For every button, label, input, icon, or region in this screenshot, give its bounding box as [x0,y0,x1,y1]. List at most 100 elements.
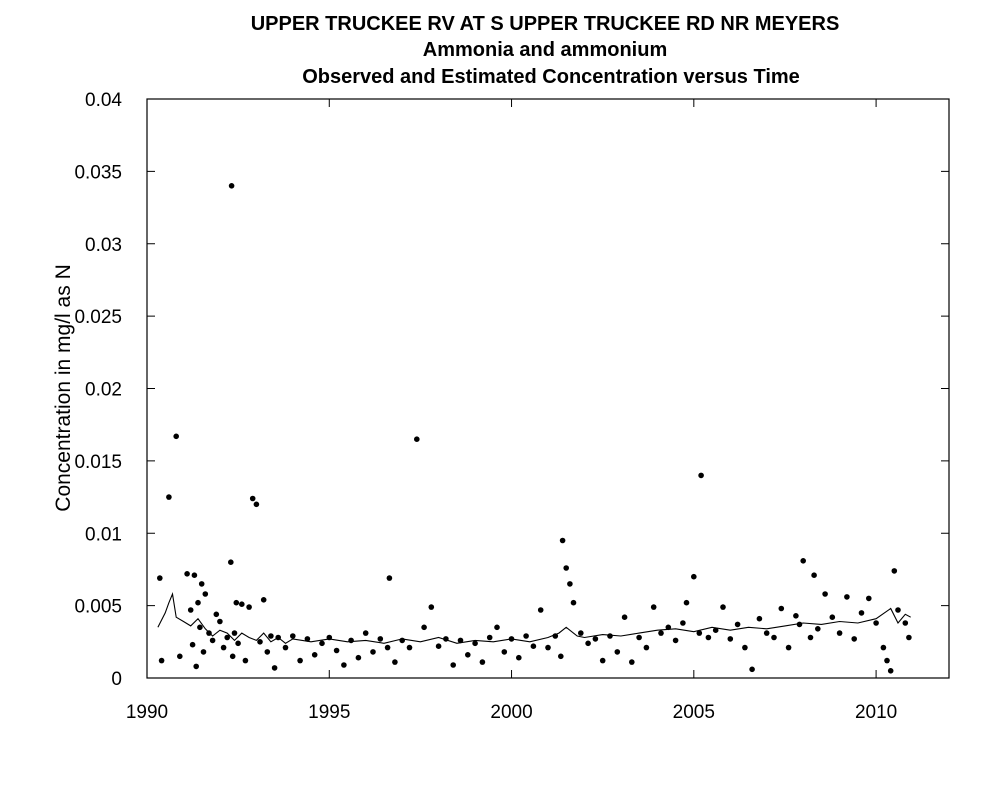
observed-point [749,666,755,673]
observed-point [311,652,318,658]
observed-point [643,644,650,651]
y-tick-label: 0.035 [74,162,122,183]
observed-point [629,659,635,665]
observed-point [895,607,901,613]
observed-point [193,663,199,670]
x-tick-label: 1990 [126,702,168,723]
observed-point [450,662,457,668]
observed-point [558,653,564,660]
observed-point [822,591,828,597]
observed-point [257,639,263,645]
observed-point [229,653,236,660]
observed-point [530,643,537,649]
observed-point [213,611,220,618]
observed-point [304,636,311,642]
x-tick-label: 2000 [490,702,532,723]
observed-point [680,620,686,626]
observed-point [844,594,850,600]
y-tick-label: 0.04 [85,90,122,111]
observed-point [696,630,703,636]
observed-point [253,501,260,508]
observed-point [355,654,362,661]
observed-point [873,620,879,626]
observed-point [195,599,201,606]
y-tick-label: 0.005 [74,597,122,618]
estimated-concentration-line [157,591,911,644]
plot-frame [146,98,950,679]
y-tick-label: 0.015 [74,452,122,473]
observed-point [319,640,325,647]
observed-point [158,657,165,664]
observed-point [494,624,500,631]
observed-point [260,597,267,603]
observed-point [607,633,613,639]
observed-point [231,630,238,636]
observed-point [756,615,763,622]
observed-point [472,640,478,647]
observed-point [672,637,679,644]
observed-point [377,636,384,642]
observed-point [501,649,508,655]
observed-point [523,633,529,639]
observed-point [271,665,278,671]
observed-point [563,565,569,571]
observed-point [197,624,203,631]
observed-point [224,634,230,641]
y-tick-label: 0.01 [85,524,122,545]
observed-point [157,575,163,581]
observed-point [712,627,719,633]
observed-point [486,634,493,641]
observed-point [428,604,435,610]
observed-point [578,630,584,636]
observed-point [887,668,894,674]
x-axis-ticks: 1990 1995 2000 2005 2010 [126,99,897,723]
observed-point [198,581,205,587]
observed-point [202,591,209,597]
observed-point [242,657,249,664]
y-axis-label: Concentration in mg/l as N [52,264,75,511]
observed-point [228,559,234,565]
observed-point [829,614,836,620]
observed-point [220,644,227,651]
observed-point [778,605,785,612]
observed-point [636,634,642,641]
x-tick-label: 2005 [673,702,715,723]
observed-point [184,571,190,577]
observed-point [891,568,898,574]
observed-point [691,573,697,580]
observed-point [249,495,256,502]
observed-point [209,637,216,644]
observed-point [705,634,712,641]
observed-point [836,630,843,636]
observed-point [233,599,240,606]
observed-point [683,599,690,606]
observed-point [567,581,573,587]
observed-point [720,604,726,610]
observed-point [386,575,393,581]
observed-point [516,654,522,661]
observed-point [465,652,471,658]
observed-point [734,621,741,628]
observed-point [268,633,274,639]
observed-point [698,472,704,479]
observed-point [333,647,340,654]
observed-point [880,644,887,651]
observed-point [742,644,748,651]
observed-point [177,653,183,660]
observed-point [421,624,427,631]
observed-point [235,640,241,647]
observed-point [592,636,599,642]
observed-point [348,637,354,644]
observed-point [851,636,857,642]
observed-point [246,604,252,610]
observed-point [665,624,672,631]
observed-point [479,659,486,665]
x-tick-label: 2010 [855,702,897,723]
observed-point [599,657,606,664]
observed-point [173,433,179,440]
observed-point [228,183,235,189]
observed-point [906,634,912,641]
observed-point [282,644,289,651]
observed-point [785,644,792,651]
